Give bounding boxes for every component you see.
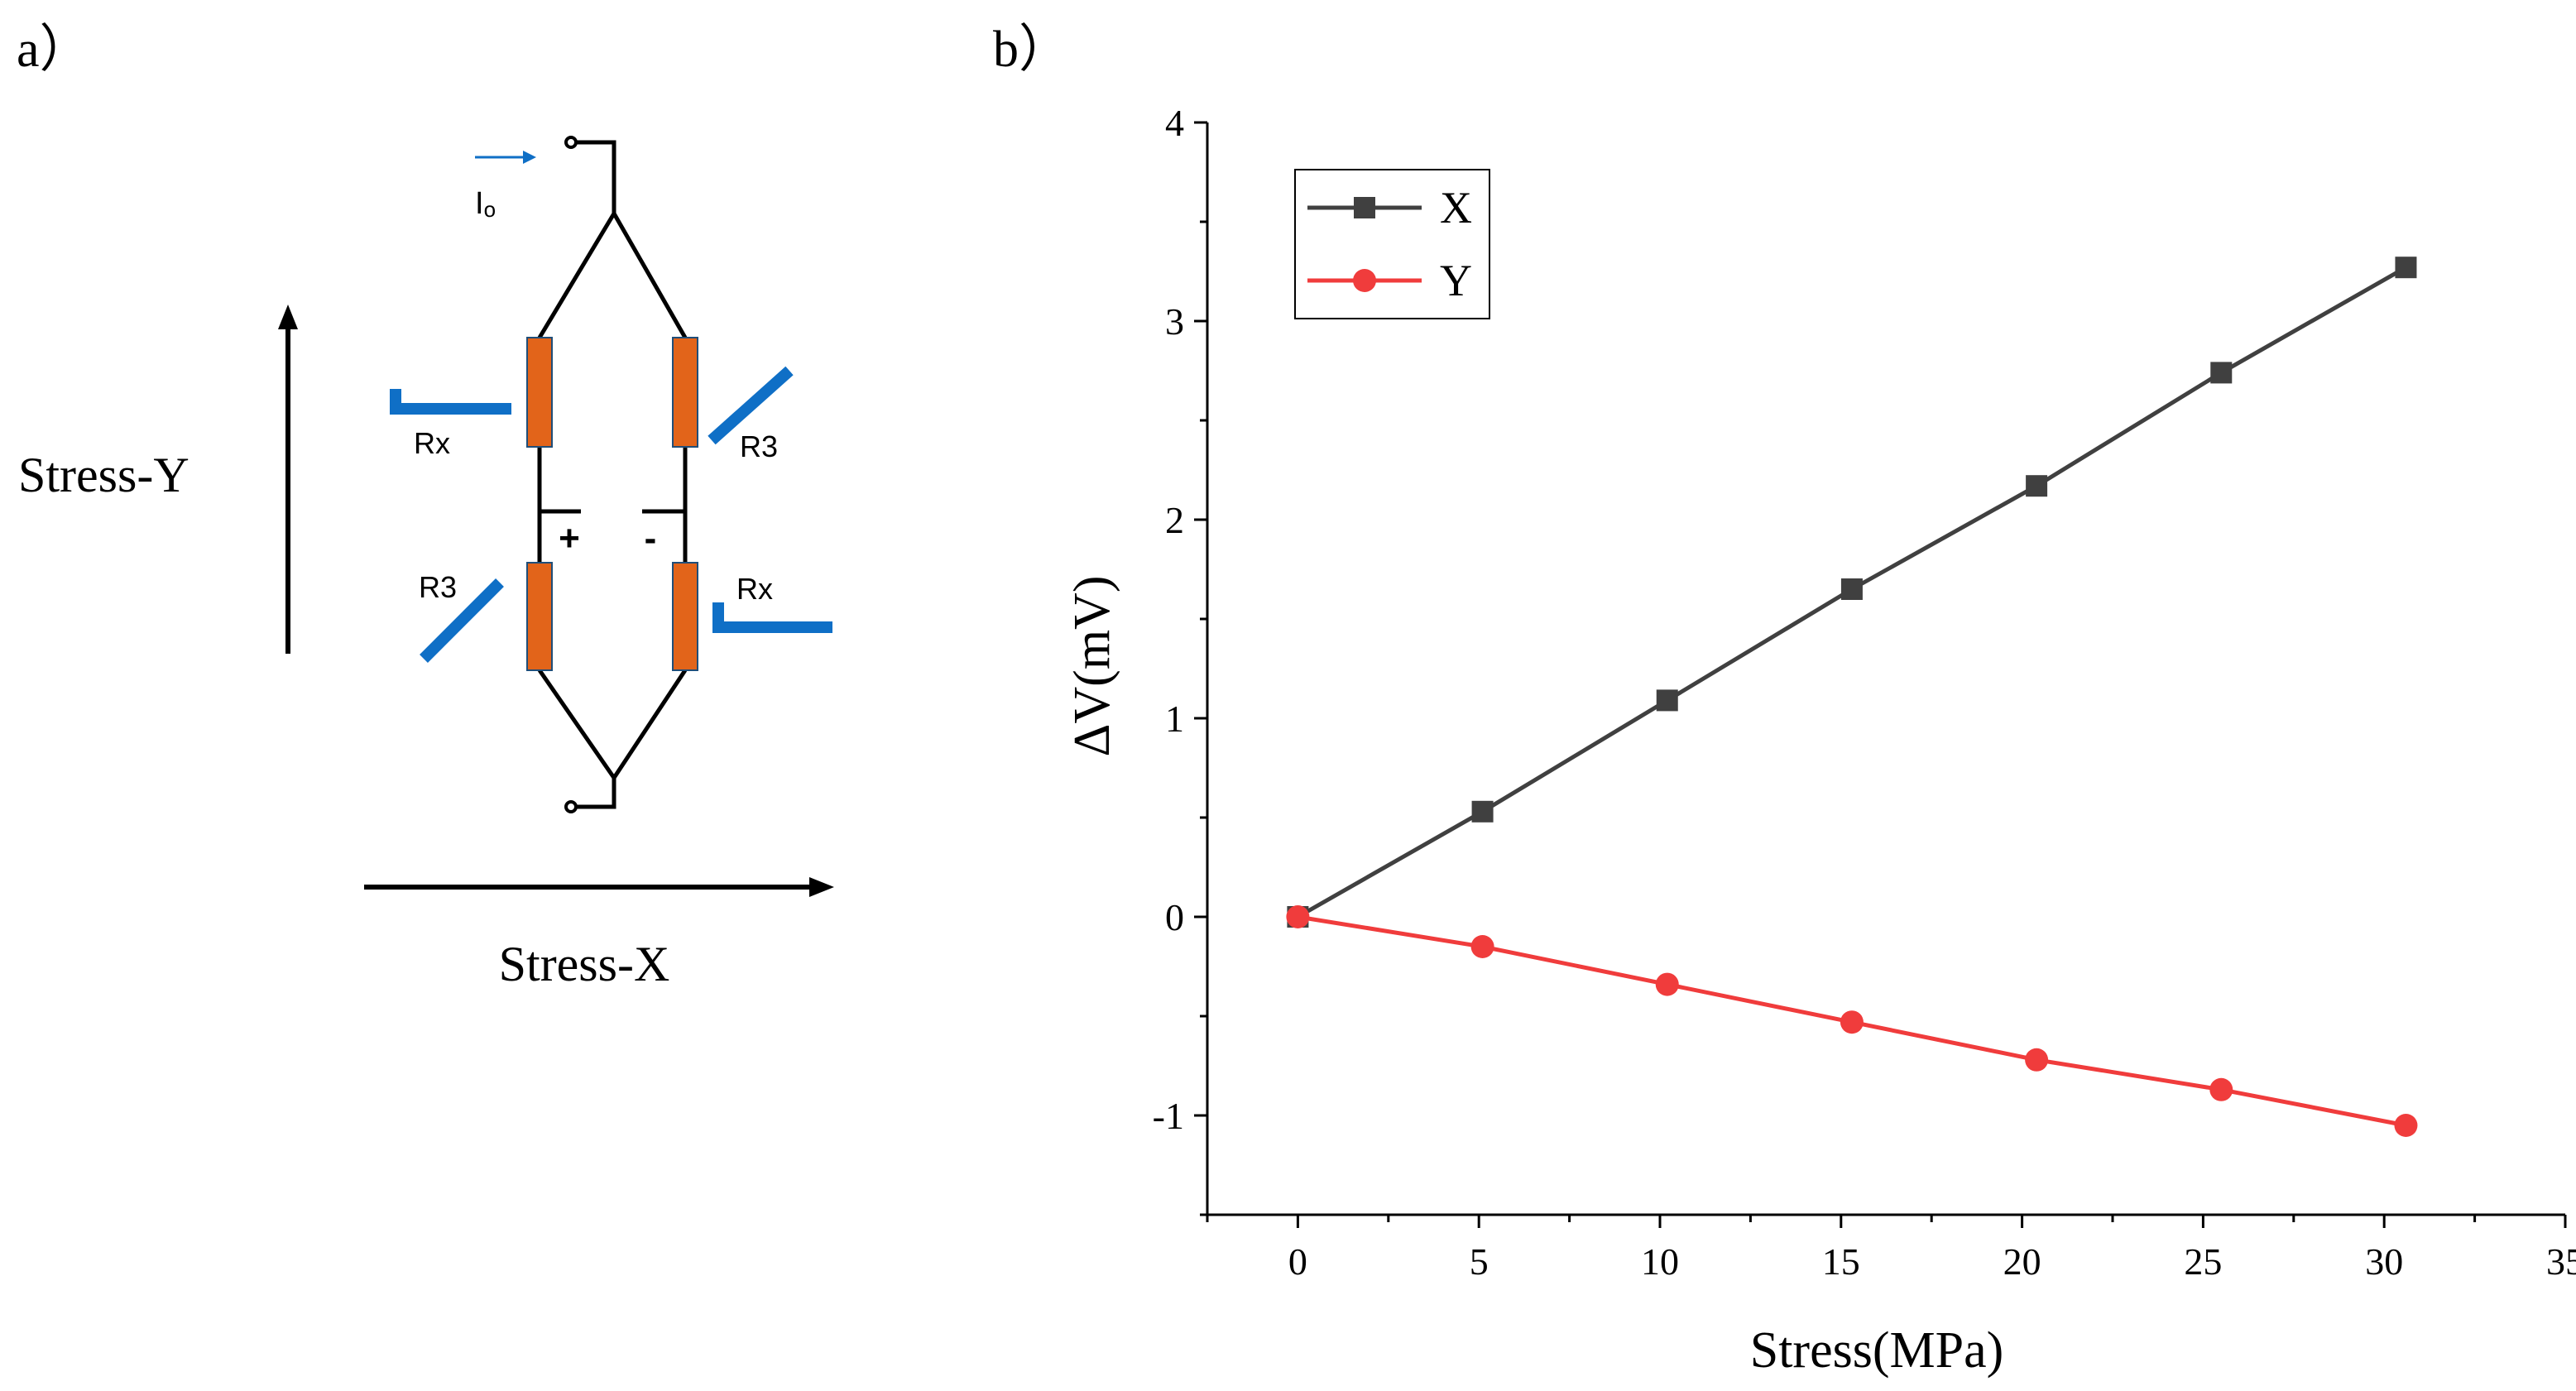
resistor-top-right (672, 337, 698, 448)
wire-top-right (612, 212, 688, 339)
x-tick-label: 10 (1641, 1240, 1679, 1283)
data-point-x (1471, 800, 1494, 823)
wire-bottom-left (537, 669, 616, 779)
wire-bottom-right (612, 669, 688, 779)
resistor-bottom-left (526, 562, 553, 671)
current-arrow-head (523, 151, 536, 164)
x-tick-label: 25 (2184, 1240, 2222, 1283)
stress-y-indicator: Stress-Y (18, 305, 298, 654)
label-bottom-right: Rx (736, 572, 773, 606)
y-tick-label: 1 (1165, 698, 1184, 740)
data-point-x (2395, 257, 2417, 279)
legend-box (1294, 169, 1490, 319)
legend-entry-x: X (1307, 183, 1472, 233)
y-axis-label: ΔV(mV) (1064, 576, 1120, 757)
gauge-bottom-right-icon (712, 602, 832, 633)
data-point-x (2210, 362, 2233, 384)
stress-y-arrow-head (278, 305, 298, 329)
y-tick-label: 0 (1165, 896, 1184, 938)
x-axis-label: Stress(MPa) (1750, 1322, 2004, 1379)
bridge-circuit: + - Io Rx R3 R3 Rx (390, 136, 832, 813)
data-point-x (1656, 689, 1678, 712)
stress-x-arrow-head (809, 877, 834, 897)
y-tick-label: -1 (1153, 1095, 1184, 1137)
legend-marker (1354, 197, 1375, 218)
data-point-x (1840, 578, 1863, 600)
gauge-bottom-left-icon (420, 578, 504, 663)
stress-x-label: Stress-X (499, 937, 670, 991)
panel-b-label: b） (993, 22, 1070, 78)
stress-y-label: Stress-Y (18, 448, 189, 502)
legend-marker (1353, 269, 1376, 292)
series-x (1287, 257, 2417, 928)
top-lead-wire (576, 140, 616, 213)
wire-top-left (537, 212, 616, 339)
data-point-y (1655, 972, 1679, 996)
label-bottom-left: R3 (419, 570, 457, 604)
gauge-top-left-icon (390, 389, 511, 415)
x-tick-label: 5 (1470, 1240, 1489, 1283)
x-tick-label: 30 (2365, 1240, 2403, 1283)
resistor-bottom-right (672, 562, 698, 671)
chart-series (1286, 257, 2418, 1137)
x-tick-label: 0 (1288, 1240, 1307, 1283)
panel-a-label: a） (17, 22, 91, 78)
series-y (1286, 905, 2418, 1137)
y-tick-label: 3 (1165, 300, 1184, 343)
data-point-y (1470, 935, 1494, 958)
y-tick-label: 2 (1165, 499, 1184, 541)
x-tick-label: 15 (1822, 1240, 1860, 1283)
data-point-y (2394, 1114, 2418, 1137)
minus-label: - (645, 518, 657, 559)
chart-legend: XY (1294, 169, 1490, 319)
bottom-lead-wire (576, 778, 616, 809)
data-point-y (2209, 1077, 2233, 1101)
line-chart: 0 5 10 15 20 25 30 35 -1 0 1 2 3 4 XY Stress(MPa) ΔV(… (1064, 102, 2576, 1379)
data-point-y (1286, 905, 1310, 928)
legend-label: Y (1440, 256, 1472, 305)
legend-label: X (1440, 183, 1472, 233)
label-top-left: Rx (414, 426, 450, 460)
x-tick-label: 35 (2546, 1240, 2576, 1283)
x-tick-label: 20 (2003, 1240, 2041, 1283)
gauge-top-right-icon (708, 366, 794, 445)
current-label-main: I (475, 186, 484, 221)
stress-x-indicator: Stress-X (364, 877, 834, 991)
bottom-terminal (564, 800, 578, 813)
chart-axes: 0 5 10 15 20 25 30 35 -1 0 1 2 3 4 (1153, 102, 2576, 1283)
y-tick-label: 4 (1165, 102, 1184, 144)
current-label: Io (475, 186, 496, 222)
top-terminal (564, 136, 578, 149)
label-top-right: R3 (740, 429, 778, 463)
current-label-sub: o (484, 197, 496, 222)
data-point-y (1840, 1010, 1864, 1034)
resistor-top-left (526, 337, 553, 448)
data-point-y (2025, 1048, 2049, 1072)
legend-entry-y: Y (1307, 256, 1472, 305)
data-point-x (2026, 475, 2048, 497)
plus-label: + (559, 518, 580, 559)
